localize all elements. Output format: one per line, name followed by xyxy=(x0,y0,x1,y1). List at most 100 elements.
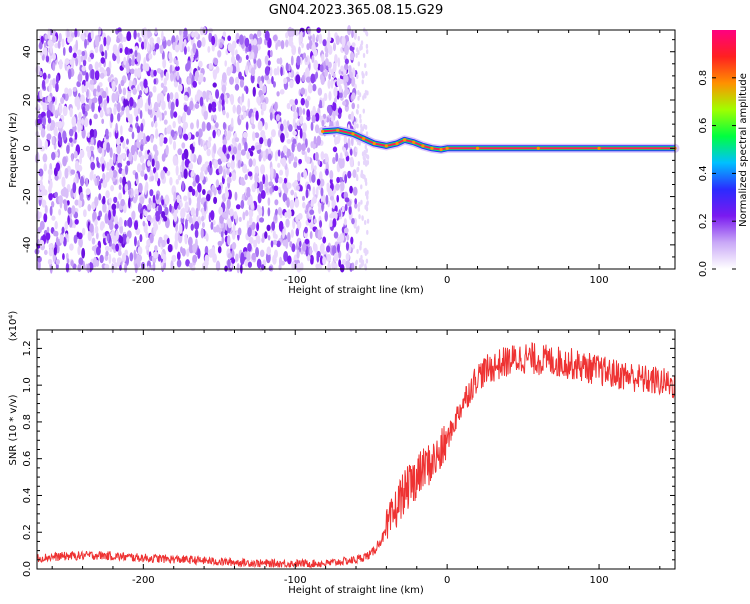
spectrogram-noise-cell xyxy=(213,196,218,205)
spectrogram-noise-cell xyxy=(197,154,202,165)
spectrogram-noise-cell xyxy=(156,93,161,104)
spectrogram-noise-cell xyxy=(356,74,359,80)
spectrogram-noise-cell xyxy=(339,233,345,243)
spectrogram-noise-cell xyxy=(245,54,249,61)
colorbar: 0.0 0.2 0.4 0.6 0.8 Normalized spectral ampl… xyxy=(698,30,749,277)
spectrogram-noise-cell xyxy=(237,142,242,152)
spectrogram-noise-cell xyxy=(254,172,259,183)
spectrogram-noise-cell xyxy=(332,101,337,112)
spectrogram-noise-cell xyxy=(102,172,106,181)
spectrogram-noise-cell xyxy=(40,128,46,138)
spectrogram-noise-cell xyxy=(62,105,68,117)
spectrogram-noise-cell xyxy=(70,32,76,38)
spectrogram-noise-cell xyxy=(357,95,360,101)
spectrogram-noise-cell xyxy=(324,210,328,222)
spectrogram-noise-cell xyxy=(171,254,177,263)
spectrogram-noise-cell xyxy=(148,53,153,60)
spectrogram-noise-cell xyxy=(221,72,227,84)
spectrogram-noise-cell xyxy=(227,42,233,52)
spectrogram-noise-cell xyxy=(343,63,349,71)
spectrogram-noise-cell xyxy=(227,130,232,138)
spectrogram-noise-cell xyxy=(166,237,170,245)
spectrogram-noise-cell xyxy=(145,230,149,239)
spectrogram-noise-cell xyxy=(361,79,364,85)
spectrogram-noise-cell xyxy=(327,188,333,197)
spectrogram-noise-cell xyxy=(332,72,336,79)
spectrogram-noise-cell xyxy=(248,158,253,168)
figure-title: GN04.2023.365.08.15.G29 xyxy=(269,3,444,18)
spectrogram-noise-cell xyxy=(165,144,169,156)
spectrogram-noise-cell xyxy=(200,166,204,173)
spectrogram-noise-cell xyxy=(111,80,116,92)
spectrogram-noise-cell xyxy=(361,215,364,221)
spectrogram-noise-cell xyxy=(339,84,343,94)
spectrogram-noise-cell xyxy=(364,144,368,150)
spectrogram-noise-cell xyxy=(133,249,137,261)
spectrogram-noise-cell xyxy=(206,148,211,157)
spectrogram-noise-cell xyxy=(242,193,245,201)
snr-y-ticks: 0.0 0.2 0.4 0.6 0.8 1.0 1.2 xyxy=(22,329,675,577)
spectrogram-noise-cell xyxy=(351,218,355,225)
spectrogram-noise-cell xyxy=(63,200,68,212)
x-tick-label: -100 xyxy=(284,275,307,286)
spectrogram-noise-cell xyxy=(37,238,40,245)
spectrogram-noise-cell xyxy=(264,121,268,131)
spectrogram-noise-cell xyxy=(190,170,195,178)
spectrogram-noise-cell xyxy=(161,239,166,248)
spectrogram-noise-cell xyxy=(61,38,65,48)
spectrogram-noise-cell xyxy=(178,29,182,36)
spectrogram-noise-cell xyxy=(275,114,281,122)
spectrogram-noise-cell xyxy=(113,215,118,224)
spectrogram-noise-cell xyxy=(160,82,165,88)
spectrogram-noise-cell xyxy=(351,78,356,87)
spectrogram-noise-cell xyxy=(64,58,70,66)
spectrogram-noise-cell xyxy=(69,107,73,118)
spectrogram-noise-cell xyxy=(194,221,200,230)
spectrogram-noise-cell xyxy=(176,71,180,81)
spectrogram-noise-cell xyxy=(66,200,70,206)
spectrogram-noise-cell xyxy=(330,78,334,89)
spectrogram-noise-cell xyxy=(301,74,305,83)
spectrogram-noise-cell xyxy=(300,97,306,106)
spectrogram-noise-cell xyxy=(287,26,293,38)
spectrogram-noise-cell xyxy=(278,220,284,232)
spectrogram-noise-cell xyxy=(220,93,225,101)
spectrogram-noise-cell xyxy=(309,209,315,215)
spectrogram-noise-cell xyxy=(231,172,237,182)
spectrogram-noise-cell xyxy=(113,106,117,115)
spectrogram-noise-cell xyxy=(232,104,237,114)
spectrogram-noise-cell xyxy=(362,108,365,114)
spectrogram-noise-cell xyxy=(293,156,298,163)
spectrogram-noise-cell xyxy=(360,199,363,205)
spectrogram-noise-cell xyxy=(357,202,361,208)
spectrogram-noise-cell xyxy=(211,44,215,52)
spectrogram-noise-cell xyxy=(273,185,279,192)
spectrogram-noise-cell xyxy=(344,58,349,65)
spectrogram-noise-cell xyxy=(152,167,157,174)
spectrogram-y-ticks: -40 -20 0 20 40 xyxy=(22,39,675,270)
spectrogram-noise-cell xyxy=(345,155,350,162)
spectrogram-noise-cell xyxy=(134,263,138,274)
spectrogram-noise-cell xyxy=(165,71,169,81)
spectrogram-noise-cell xyxy=(54,220,58,230)
spectrogram-noise-cell xyxy=(197,248,201,259)
spectrogram-noise-cell xyxy=(202,90,207,100)
spectrogram-noise-cell xyxy=(85,188,91,195)
signal-point xyxy=(430,146,434,150)
spectrogram-noise-cell xyxy=(366,218,370,224)
spectrogram-noise-cell xyxy=(224,60,228,67)
spectrogram-noise-cell xyxy=(78,257,84,266)
spectrogram-noise-cell xyxy=(201,36,206,48)
spectrogram-noise-cell xyxy=(36,118,42,124)
spectrogram-noise-cell xyxy=(183,195,188,202)
spectrogram-noise-cell xyxy=(298,158,302,165)
spectrogram-noise-cell xyxy=(245,209,249,217)
spectrogram-noise-cell xyxy=(64,220,69,231)
spectrogram-noise-cell xyxy=(106,161,110,172)
spectrogram-noise-cell xyxy=(128,57,132,67)
spectrogram-noise-cell xyxy=(276,240,281,248)
spectrogram-noise-cell xyxy=(201,221,205,229)
spectrogram-noise-cell xyxy=(183,168,188,180)
spectrogram-noise-cell xyxy=(182,115,186,124)
spectrogram-noise-cell xyxy=(252,158,257,167)
